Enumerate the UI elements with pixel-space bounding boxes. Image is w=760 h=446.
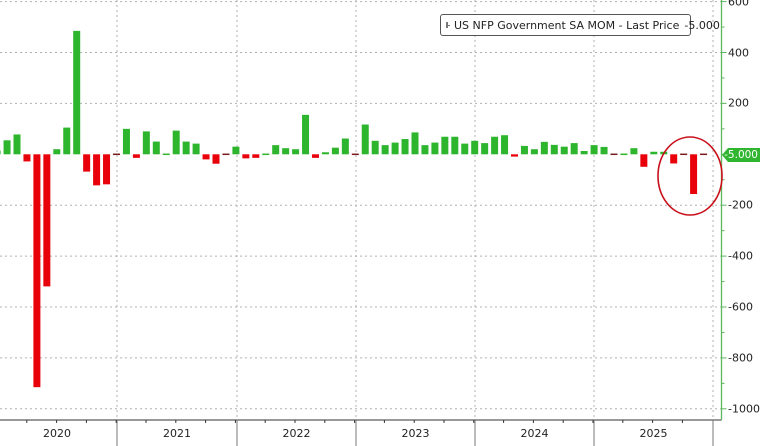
bar bbox=[421, 145, 429, 155]
bar bbox=[550, 144, 558, 155]
legend[interactable]: US NFP Government SA MOM - Last Price -5… bbox=[440, 14, 720, 36]
x-year-label: 2025 bbox=[639, 427, 668, 440]
bar bbox=[13, 134, 21, 155]
bar bbox=[0, 150, 1, 155]
y-tick-label: 400 bbox=[728, 46, 749, 59]
bar bbox=[501, 135, 509, 155]
x-year-label: 2024 bbox=[520, 427, 549, 440]
x-year-label: 2023 bbox=[401, 427, 430, 440]
y-tick-label: 600 bbox=[728, 0, 749, 9]
y-tick-label: -1000 bbox=[728, 402, 760, 416]
bar bbox=[540, 141, 548, 155]
bar bbox=[63, 127, 71, 155]
bar bbox=[142, 131, 150, 155]
bar bbox=[560, 146, 568, 155]
bar bbox=[471, 140, 479, 155]
bar bbox=[232, 146, 240, 155]
bar bbox=[73, 30, 81, 155]
x-year-label: 2020 bbox=[43, 427, 71, 440]
x-year-label: 2022 bbox=[282, 427, 311, 440]
bar bbox=[371, 140, 379, 155]
gridlines bbox=[0, 0, 722, 420]
bar bbox=[700, 153, 708, 156]
bar bbox=[520, 145, 528, 155]
bar bbox=[172, 130, 180, 155]
bar bbox=[650, 151, 658, 155]
bars bbox=[0, 30, 708, 388]
bar bbox=[431, 142, 439, 155]
bar bbox=[53, 149, 61, 155]
bar bbox=[451, 136, 459, 155]
y-tick-label: -200 bbox=[728, 198, 753, 212]
bar bbox=[222, 153, 230, 156]
bar bbox=[590, 145, 598, 155]
y-tick-label: -800 bbox=[728, 351, 753, 365]
bar bbox=[83, 154, 91, 172]
bar bbox=[272, 145, 280, 155]
x-year-label: 2021 bbox=[163, 427, 191, 440]
bar bbox=[570, 143, 578, 155]
bar bbox=[600, 146, 608, 155]
bar bbox=[341, 138, 349, 155]
bar bbox=[640, 154, 648, 167]
bar bbox=[680, 153, 688, 156]
bar bbox=[182, 141, 190, 155]
bar bbox=[33, 154, 41, 388]
bar bbox=[122, 128, 130, 155]
bar bbox=[292, 149, 300, 155]
bar bbox=[192, 143, 200, 155]
bar bbox=[93, 154, 101, 186]
bar bbox=[132, 154, 140, 158]
axes bbox=[0, 0, 727, 446]
bar bbox=[491, 136, 499, 155]
bar bbox=[391, 142, 399, 155]
bar bbox=[331, 147, 339, 155]
bar bbox=[481, 143, 489, 155]
bar bbox=[630, 148, 638, 155]
bar bbox=[103, 154, 111, 185]
bar bbox=[620, 153, 628, 156]
bar bbox=[252, 154, 260, 158]
bar bbox=[461, 143, 469, 155]
last-price-badge: -5.000 bbox=[722, 148, 760, 162]
bar bbox=[441, 136, 449, 155]
bar bbox=[381, 145, 389, 155]
y-tick-label: -400 bbox=[728, 249, 753, 263]
bar bbox=[23, 154, 31, 162]
bar bbox=[530, 149, 538, 155]
legend-toggle-icon[interactable] bbox=[446, 22, 450, 28]
bar bbox=[610, 153, 618, 156]
y-tick-label: 200 bbox=[728, 96, 749, 110]
bar bbox=[212, 154, 220, 164]
highlight-circle bbox=[657, 136, 723, 216]
bar bbox=[690, 154, 698, 194]
bar bbox=[361, 124, 369, 155]
bar bbox=[580, 150, 588, 155]
bar bbox=[282, 148, 290, 155]
bar bbox=[411, 132, 419, 155]
bar bbox=[162, 153, 170, 156]
bar bbox=[152, 141, 160, 155]
bar bbox=[302, 114, 310, 155]
bar bbox=[43, 154, 51, 287]
bar bbox=[351, 153, 359, 156]
bar bbox=[242, 154, 250, 159]
bar bbox=[312, 154, 319, 158]
bar bbox=[202, 154, 210, 160]
bar bbox=[262, 153, 270, 156]
bar bbox=[511, 154, 518, 157]
bar bbox=[401, 139, 409, 155]
legend-series-label: US NFP Government SA MOM - Last Price bbox=[454, 18, 680, 32]
bar bbox=[113, 153, 120, 156]
bar bbox=[3, 140, 11, 155]
legend-last-value: -5.000 bbox=[684, 18, 720, 32]
y-tick-label: -600 bbox=[728, 300, 753, 314]
bar bbox=[321, 152, 329, 155]
bar bbox=[670, 154, 678, 164]
